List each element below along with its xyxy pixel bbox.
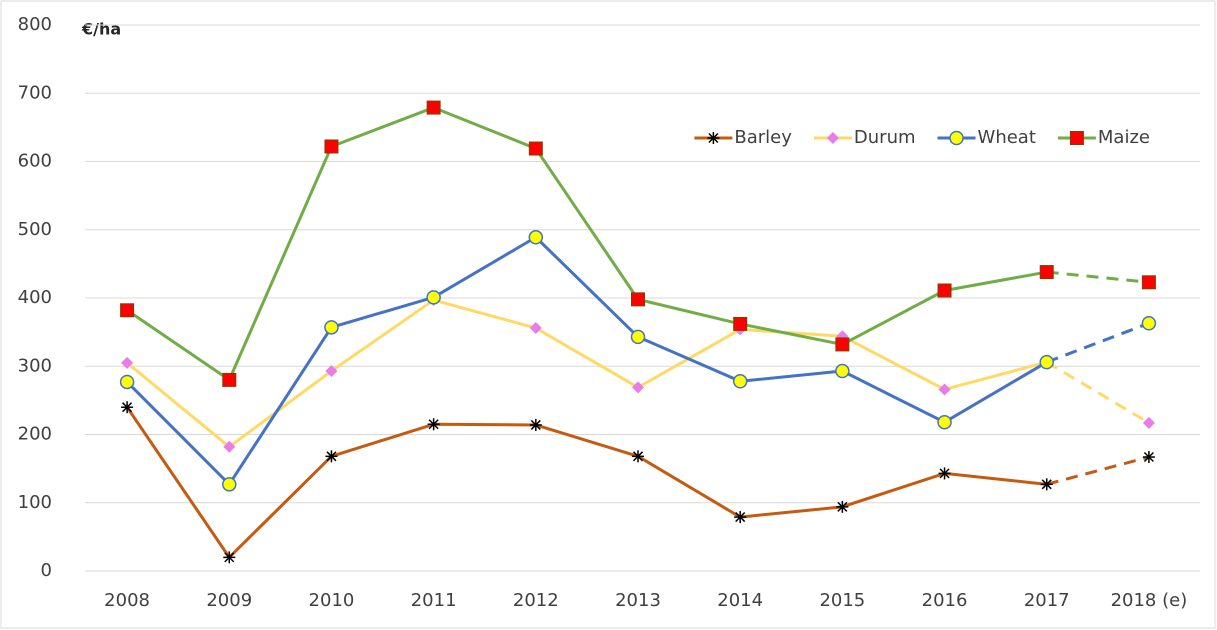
x-tick-label: 2014: [717, 590, 763, 611]
marker-stroke: [939, 468, 950, 479]
marker: [836, 500, 849, 513]
marker-stroke: [122, 402, 133, 413]
marker: [826, 132, 839, 144]
y-axis-unit: €/ha: [81, 20, 121, 39]
x-tick-label: 2010: [309, 590, 355, 611]
x-tick-label: 2013: [615, 590, 661, 611]
marker-stroke: [1041, 479, 1052, 490]
marker-stroke: [326, 451, 337, 462]
series-line: [126, 235, 1048, 486]
y-tick-label: 0: [41, 560, 52, 581]
legend-item: Wheat: [937, 127, 1036, 148]
series-line: [126, 298, 1048, 449]
marker: [1141, 275, 1156, 290]
marker: [324, 139, 339, 154]
marker: [938, 383, 951, 396]
y-tick-label: 300: [18, 355, 52, 376]
legend-label: Wheat: [978, 127, 1036, 148]
x-tick-label: 2015: [819, 590, 865, 611]
marker-stroke: [837, 501, 848, 512]
marker: [223, 440, 236, 453]
legend-item: Barley: [694, 127, 792, 148]
y-tick-label: 500: [18, 219, 52, 240]
marker: [325, 450, 338, 463]
y-tick-label: 100: [18, 492, 52, 513]
marker: [427, 418, 440, 431]
marker: [732, 374, 748, 389]
marker: [1039, 354, 1054, 370]
marker: [119, 374, 135, 390]
marker: [632, 450, 644, 463]
marker: [529, 418, 542, 431]
x-tick-label: 2018 (e): [1111, 590, 1188, 611]
legend-item: Maize: [1057, 127, 1150, 148]
marker-stroke: [632, 451, 644, 462]
legend-label: Maize: [1098, 127, 1150, 148]
marker: [121, 356, 134, 369]
x-tick-label: 2009: [206, 590, 252, 611]
marker: [426, 290, 441, 305]
series-line-dashed: [1045, 360, 1150, 425]
y-tick-label: 600: [18, 151, 52, 172]
marker: [937, 414, 952, 430]
y-tick-label: 400: [18, 287, 52, 308]
marker: [1142, 451, 1155, 464]
marker: [528, 141, 543, 156]
marker: [632, 381, 644, 394]
marker: [733, 316, 748, 331]
marker: [631, 292, 645, 307]
y-tick-label: 200: [18, 424, 52, 445]
marker: [1142, 416, 1155, 429]
marker: [222, 477, 237, 492]
y-tick-label: 700: [18, 82, 52, 103]
marker: [223, 551, 236, 564]
x-tick-label: 2012: [513, 590, 559, 611]
marker: [120, 303, 135, 318]
marker: [949, 130, 964, 146]
marker: [222, 372, 237, 387]
legend: Barley Durum Wheat Maize: [694, 127, 1150, 148]
legend-label: Durum: [854, 127, 916, 148]
marker-stroke: [530, 419, 541, 430]
series-line-dashed: [1046, 270, 1150, 284]
marker: [1040, 478, 1053, 491]
marker: [1069, 131, 1084, 145]
y-tick-label: 800: [18, 14, 52, 35]
marker: [121, 401, 134, 414]
marker: [937, 283, 952, 298]
marker-stroke: [1143, 451, 1154, 463]
marker: [630, 329, 646, 345]
series-line-dashed: [1046, 321, 1150, 364]
marker: [324, 320, 339, 335]
marker-stroke: [224, 552, 235, 563]
x-tick-label: 2017: [1024, 590, 1070, 611]
marker: [938, 467, 951, 480]
x-tick-label: 2008: [104, 590, 150, 611]
marker: [707, 132, 720, 144]
marker: [325, 365, 338, 378]
marker-stroke: [735, 512, 746, 523]
marker: [426, 100, 441, 115]
marker: [529, 322, 542, 335]
marker: [734, 511, 747, 524]
series-line: [125, 406, 1047, 559]
marker: [528, 230, 544, 245]
marker-stroke: [428, 419, 439, 430]
marker-stroke: [708, 132, 719, 144]
legend-label: Barley: [734, 127, 792, 148]
x-tick-label: 2011: [411, 590, 457, 611]
x-tick-label: 2016: [922, 590, 968, 611]
series-line: [126, 106, 1047, 382]
marker: [835, 363, 850, 379]
legend-item: Durum: [813, 127, 916, 148]
marker: [1141, 316, 1157, 331]
series-line-dashed: [1046, 455, 1150, 486]
marker: [835, 337, 850, 352]
marker: [1039, 265, 1054, 280]
